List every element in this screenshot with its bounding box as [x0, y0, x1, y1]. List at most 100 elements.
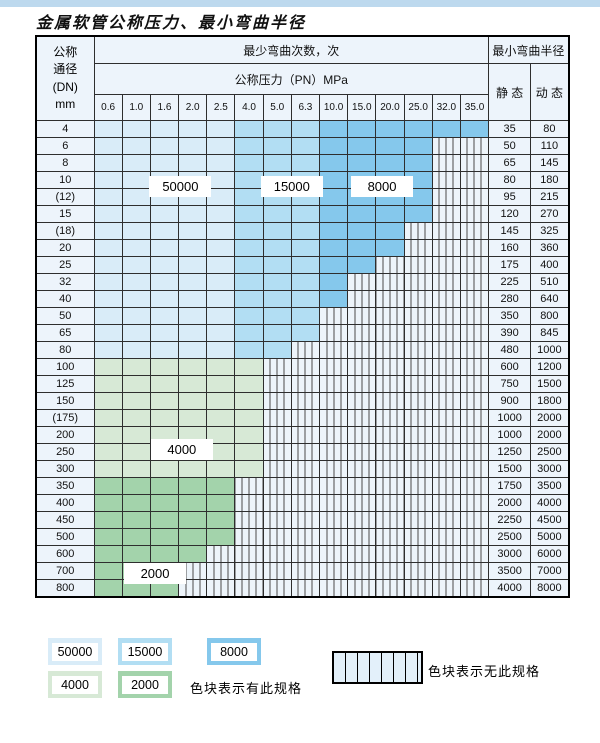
spec-available-cell [234, 137, 264, 155]
spec-available-cell [206, 137, 236, 155]
spec-available-cell [93, 545, 123, 563]
spec-unavailable-cell [431, 273, 461, 291]
spec-unavailable-cell [403, 239, 433, 257]
spec-unavailable-cell [459, 239, 490, 257]
spec-unavailable-cell [375, 273, 405, 291]
spec-unavailable-cell [375, 324, 405, 342]
spec-unavailable-cell [459, 392, 490, 410]
legend-swatch: 50000 [48, 638, 102, 665]
table-row: 400 2000 4000 [35, 494, 570, 512]
spec-unavailable-cell [459, 324, 490, 342]
spec-unavailable-cell [403, 511, 433, 529]
static-radius-cell: 2250 [488, 511, 532, 529]
spec-available-cell [347, 120, 377, 138]
spec-unavailable-cell [459, 341, 490, 359]
spec-available-cell [149, 239, 180, 257]
spec-available-cell [206, 222, 236, 240]
spec-available-cell [290, 222, 321, 240]
spec-available-cell [93, 460, 123, 478]
spec-unavailable-cell [290, 443, 321, 461]
table-row: (12) 95 215 [35, 188, 570, 206]
dn-cell: 400 [35, 494, 95, 512]
spec-unavailable-cell [318, 392, 349, 410]
static-radius-cell: 3500 [488, 562, 532, 580]
spec-unavailable-cell [459, 409, 490, 427]
spec-unavailable-cell [375, 426, 405, 444]
spec-unavailable-cell [431, 409, 461, 427]
spec-available-cell [93, 579, 123, 598]
table-row: 6 50 110 [35, 137, 570, 155]
spec-unavailable-cell [431, 188, 461, 206]
spec-available-cell [178, 273, 208, 291]
spec-available-cell [318, 154, 349, 172]
spec-unavailable-cell [375, 528, 405, 546]
header-row-1: 公称 通径 (DN) mm 最少弯曲次数，次 最小弯曲半径 [35, 35, 570, 121]
pressure-header-cell: 1.6 [149, 94, 180, 121]
spec-unavailable-cell [459, 375, 490, 393]
spec-available-cell [93, 120, 123, 138]
spec-available-cell [149, 494, 180, 512]
spec-available-cell [206, 256, 236, 274]
dynamic-radius-cell: 800 [530, 307, 570, 325]
dynamic-header: 动 态 [530, 63, 570, 121]
dynamic-radius-cell: 510 [530, 273, 570, 291]
page-title: 金属软管公称压力、最小弯曲半径 [36, 13, 307, 32]
spec-available-cell [93, 494, 123, 512]
static-radius-cell: 3000 [488, 545, 532, 563]
spec-unavailable-cell [431, 579, 461, 598]
spec-available-cell [262, 290, 292, 308]
table-row: 600 3000 6000 [35, 545, 570, 563]
static-radius-cell: 1500 [488, 460, 532, 478]
dn-cell: 6 [35, 137, 95, 155]
spec-available-cell [262, 307, 292, 325]
static-radius-cell: 350 [488, 307, 532, 325]
spec-unavailable-cell [431, 392, 461, 410]
spec-unavailable-cell [431, 375, 461, 393]
spec-available-cell [149, 307, 180, 325]
spec-unavailable-cell [375, 494, 405, 512]
spec-unavailable-cell [459, 460, 490, 478]
dynamic-radius-cell: 5000 [530, 528, 570, 546]
spec-unavailable-cell [290, 494, 321, 512]
spec-available-cell [234, 256, 264, 274]
spec-available-cell [318, 290, 349, 308]
static-radius-cell: 900 [488, 392, 532, 410]
spec-unavailable-cell [347, 545, 377, 563]
spec-available-cell [206, 460, 236, 478]
spec-unavailable-cell [206, 562, 236, 580]
spec-available-cell [206, 171, 236, 189]
spec-unavailable-cell [318, 562, 349, 580]
spec-unavailable-cell [262, 579, 292, 598]
spec-available-cell [121, 426, 151, 444]
static-radius-cell: 225 [488, 273, 532, 291]
dynamic-radius-cell: 4000 [530, 494, 570, 512]
dynamic-radius-cell: 640 [530, 290, 570, 308]
spec-available-cell [206, 205, 236, 223]
dynamic-radius-cell: 1000 [530, 341, 570, 359]
dn-header-line: mm [55, 96, 76, 111]
spec-unavailable-cell [403, 494, 433, 512]
spec-available-cell [93, 341, 123, 359]
spec-available-cell [347, 154, 377, 172]
spec-available-cell [234, 222, 264, 240]
spec-unavailable-cell [459, 273, 490, 291]
static-radius-cell: 1000 [488, 426, 532, 444]
legend-swatch: 4000 [48, 671, 102, 698]
table-row: (175) 1000 2000 [35, 409, 570, 427]
dynamic-radius-cell: 845 [530, 324, 570, 342]
spec-unavailable-cell [347, 290, 377, 308]
dn-cell: 10 [35, 171, 95, 189]
legend-swatch-value: 4000 [52, 675, 98, 694]
spec-unavailable-cell [431, 562, 461, 580]
spec-unavailable-cell [262, 392, 292, 410]
spec-unavailable-cell [262, 562, 292, 580]
legend-swatch-value: 2000 [122, 675, 168, 694]
static-radius-cell: 95 [488, 188, 532, 206]
spec-unavailable-cell [375, 307, 405, 325]
table-row: 200 1000 2000 [35, 426, 570, 444]
spec-available-cell [93, 426, 123, 444]
spec-unavailable-cell [318, 324, 349, 342]
dynamic-radius-cell: 145 [530, 154, 570, 172]
table-row: 20 160 360 [35, 239, 570, 257]
table-row: 65 390 845 [35, 324, 570, 342]
